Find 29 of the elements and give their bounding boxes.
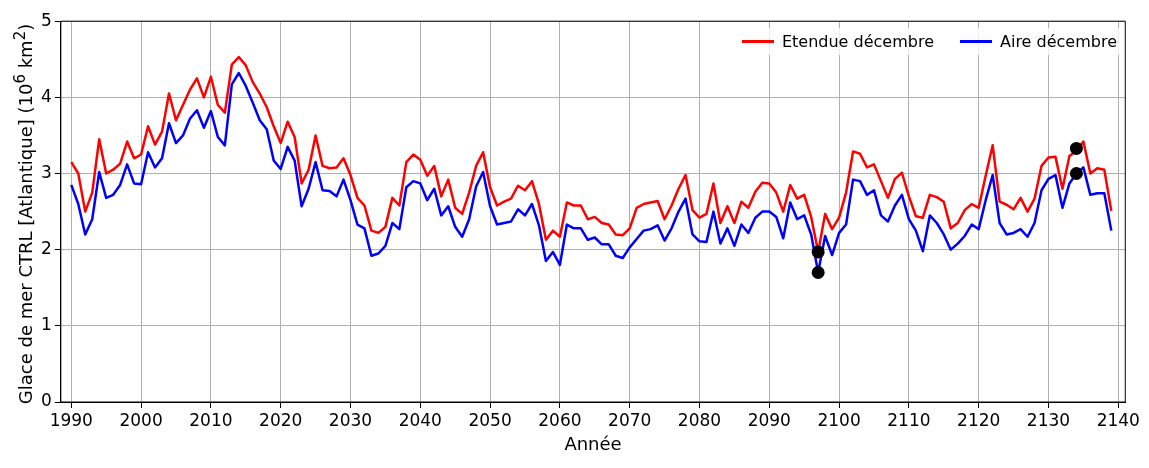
y-tick-label: 2	[40, 238, 52, 259]
x-tick-label: 2050	[468, 409, 512, 430]
point	[811, 245, 825, 259]
y-tick-label: 1	[40, 314, 52, 335]
x-tick-label: 2010	[189, 409, 233, 430]
x-tick-label: 1990	[49, 409, 93, 430]
x-tick-label: 2020	[259, 409, 303, 430]
x-tick-label: 2090	[747, 409, 791, 430]
y-tick-label: 5	[40, 9, 52, 30]
x-tick-label: 2120	[957, 409, 1001, 430]
x-tick-label: 2140	[1096, 409, 1140, 430]
x-tick-label: 2130	[1026, 409, 1071, 430]
x-tick-label: 2060	[538, 409, 582, 430]
x-axis-title: Année	[564, 432, 622, 454]
x-tick-label: 2110	[887, 409, 931, 430]
y-tick-label: 4	[40, 85, 52, 106]
point	[811, 266, 825, 280]
x-tick-label: 2000	[119, 409, 163, 430]
legend-label: Aire décembre	[1000, 32, 1117, 51]
x-tick-label: 2030	[328, 409, 373, 430]
y-tick-label: 3	[40, 161, 52, 182]
x-tick-label: 2040	[398, 409, 442, 430]
x-tick-label: 2070	[608, 409, 652, 430]
x-tick-label: 2100	[817, 409, 861, 430]
point	[1069, 141, 1083, 155]
x-tick-label: 2080	[677, 409, 722, 430]
y-tick-label: 0	[40, 390, 52, 411]
legend-label: Etendue décembre	[781, 32, 934, 51]
point	[1069, 167, 1083, 181]
